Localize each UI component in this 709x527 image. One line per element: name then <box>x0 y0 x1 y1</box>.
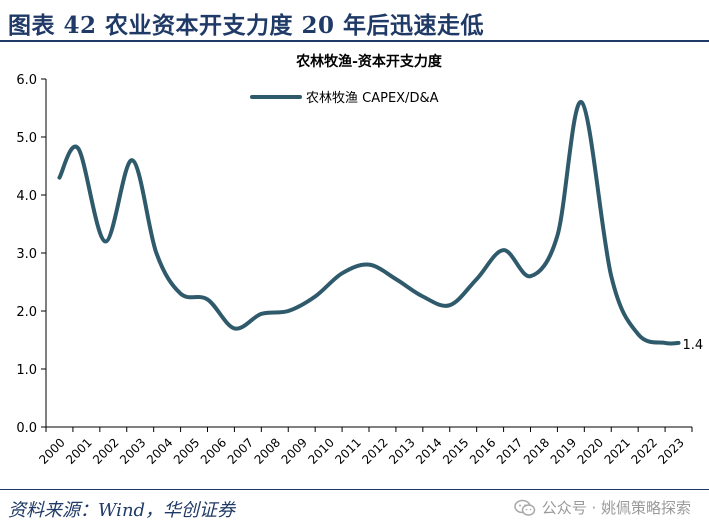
wechat-icon <box>513 499 535 516</box>
x-tick-label: 2007 <box>225 435 256 466</box>
footer-divider <box>0 489 709 490</box>
figure-title: 图表 42 农业资本开支力度 20 年后迅速走低 <box>8 12 485 39</box>
watermark: 公众号 · 姚佩策略探索 <box>513 497 691 518</box>
chart-title: 农林牧渔-资本开支力度 <box>295 53 443 70</box>
x-tick-label: 2010 <box>305 435 336 466</box>
header-divider <box>0 40 709 42</box>
watermark-text: 公众号 · 姚佩策略探索 <box>541 499 691 517</box>
x-tick-label: 2023 <box>655 435 686 466</box>
data-source: 资料来源：Wind，华创证券 <box>8 500 236 521</box>
x-tick-label: 2003 <box>117 435 148 466</box>
x-tick-label: 2014 <box>413 435 444 466</box>
y-tick-label: 6.0 <box>16 73 37 88</box>
x-tick-label: 2022 <box>628 435 659 466</box>
report-header: 图表 42 农业资本开支力度 20 年后迅速走低 <box>0 0 709 44</box>
x-tick-label: 2015 <box>440 435 471 466</box>
x-tick-label: 2002 <box>90 435 121 466</box>
x-tick-label: 2016 <box>467 435 498 466</box>
x-tick-label: 2009 <box>279 435 310 466</box>
x-tick-label: 2012 <box>359 435 390 466</box>
chart-area: 农林牧渔-资本开支力度 0.0 1.0 2.0 3.0 4.0 5.0 6.0 2000 2001… <box>0 44 709 491</box>
x-tick-label: 2020 <box>575 435 606 466</box>
y-tick-label: 4.0 <box>16 189 37 204</box>
x-tick-label: 2018 <box>521 435 552 466</box>
data-label: 1.4 <box>683 338 704 353</box>
y-tick-label: 0.0 <box>16 421 37 436</box>
x-tick-label: 2019 <box>548 435 579 466</box>
x-tick-label: 2011 <box>332 435 363 466</box>
y-tick-label: 3.0 <box>16 247 37 262</box>
x-tick-label: 2004 <box>144 435 175 466</box>
y-tick-label: 2.0 <box>16 305 37 320</box>
x-tick-label: 2021 <box>602 435 633 466</box>
x-tick-label: 2017 <box>494 435 525 466</box>
series-line <box>57 100 681 346</box>
x-tick-label: 2000 <box>36 435 67 466</box>
x-tick-label: 2005 <box>171 435 202 466</box>
x-tick-label: 2008 <box>252 435 283 466</box>
x-tick-label: 2001 <box>63 435 94 466</box>
x-tick-label: 2006 <box>198 435 229 466</box>
y-tick-label: 1.0 <box>16 363 37 378</box>
x-tick-label: 2013 <box>386 435 417 466</box>
line-chart: 农林牧渔-资本开支力度 0.0 1.0 2.0 3.0 4.0 5.0 6.0 20002001… <box>16 53 704 467</box>
legend-label: 农林牧渔 CAPEX/D&A <box>306 91 439 106</box>
y-tick-label: 5.0 <box>16 131 37 146</box>
